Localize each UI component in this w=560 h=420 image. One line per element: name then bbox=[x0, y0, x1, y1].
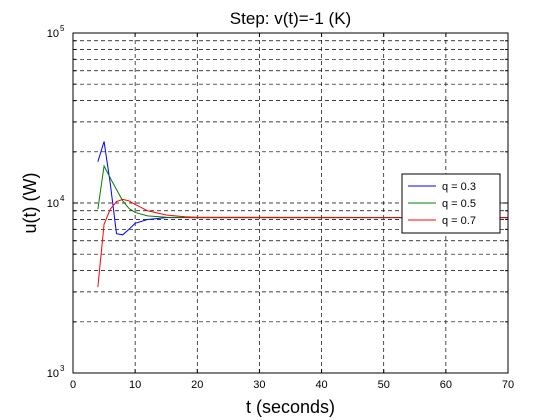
y-tick-exponent: 4 bbox=[60, 194, 65, 203]
y-tick-label: 10 bbox=[47, 28, 59, 40]
x-axis-title: t (seconds) bbox=[246, 397, 335, 417]
y-tick-label: 10 bbox=[47, 198, 59, 210]
x-tick-label: 60 bbox=[440, 379, 452, 391]
chart-title: Step: v(t)=-1 (K) bbox=[230, 9, 351, 28]
legend-label: q = 0.5 bbox=[442, 198, 476, 210]
x-tick-label: 70 bbox=[502, 379, 514, 391]
x-tick-label: 40 bbox=[315, 379, 327, 391]
legend-label: q = 0.3 bbox=[442, 181, 476, 193]
x-tick-label: 20 bbox=[191, 379, 203, 391]
legend: q = 0.3 q = 0.5 q = 0.7 bbox=[402, 174, 500, 233]
x-tick-label: 0 bbox=[70, 379, 76, 391]
y-axis-title: u(t) (W) bbox=[20, 173, 40, 234]
y-tick-exponent: 3 bbox=[60, 364, 65, 373]
legend-label: q = 0.7 bbox=[442, 215, 476, 227]
x-tick-label: 30 bbox=[253, 379, 265, 391]
x-tick-labels: 0 10 20 30 40 50 60 70 bbox=[70, 379, 514, 391]
x-tick-label: 50 bbox=[378, 379, 390, 391]
y-tick-label: 10 bbox=[47, 368, 59, 380]
x-tick-label: 10 bbox=[129, 379, 141, 391]
y-tick-exponent: 5 bbox=[60, 24, 65, 33]
